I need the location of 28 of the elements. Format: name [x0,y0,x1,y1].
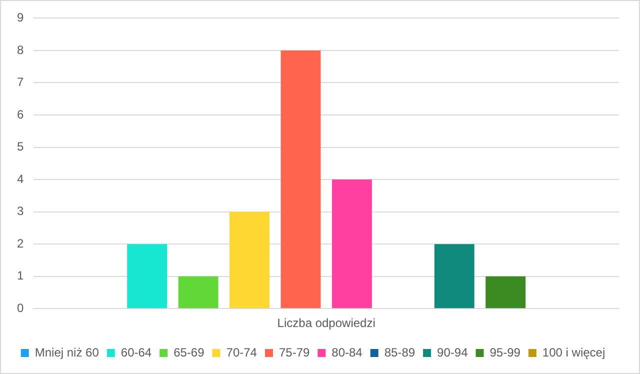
y-tick-label: 8 [16,42,24,57]
legend-label: 90-94 [437,345,468,360]
legend-label: 95-99 [490,345,521,360]
bar [280,50,321,308]
bar [434,244,474,308]
legend-label: 100 i więcej [542,345,606,360]
x-tick-label: Liczba odpowiedzi [277,316,376,330]
bar [127,244,168,308]
legend-label: 60-64 [120,345,152,360]
legend-label: 85-89 [384,345,416,360]
y-tick-label: 1 [16,268,24,283]
legend-label: 80-84 [332,345,363,360]
y-tick-label: 5 [16,140,24,154]
legend-label: 75-79 [278,345,310,360]
bar [178,276,218,308]
y-tick-label: 6 [16,107,24,122]
legend-label: 70-74 [226,345,258,360]
legend-label: Mniej niż 60 [34,345,100,360]
legend-label: 65-69 [174,345,205,360]
bar [230,212,270,308]
y-tick-label: 7 [16,75,24,90]
y-tick-label: 2 [16,236,24,250]
y-tick-label: 0 [16,300,24,315]
y-tick-label: 4 [16,172,24,186]
bar [486,276,526,308]
y-tick-label: 9 [16,10,24,25]
y-tick-label: 3 [16,204,24,218]
bar [332,180,372,308]
